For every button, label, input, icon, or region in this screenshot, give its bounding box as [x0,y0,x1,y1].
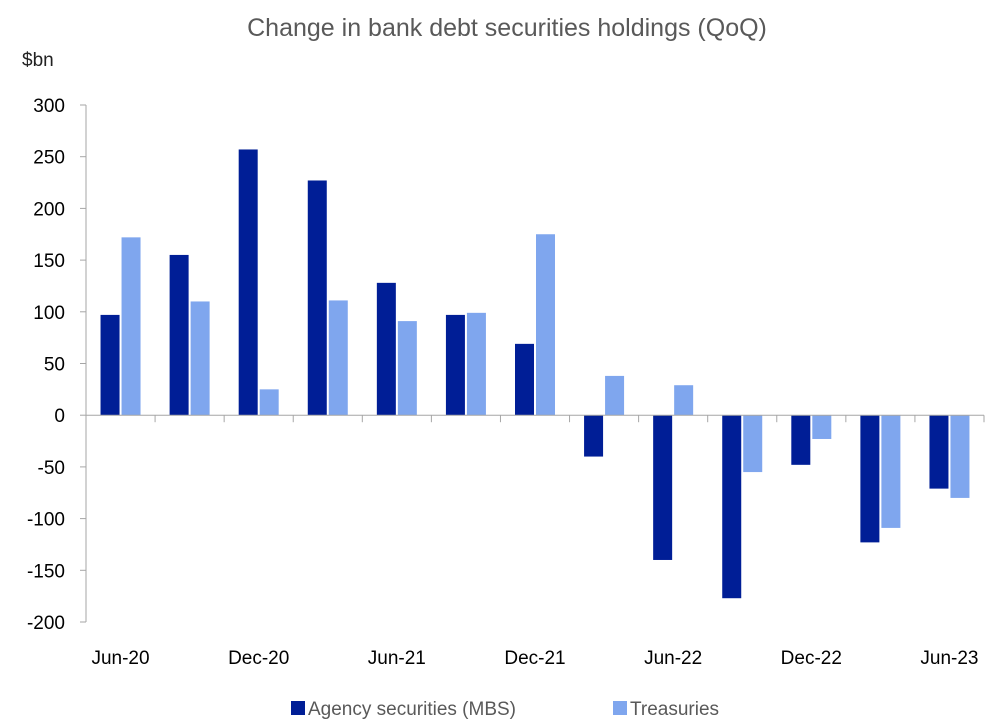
bar-agency-mbs [515,343,534,416]
bar-treasuries [950,415,970,498]
y-tick-label: 50 [44,355,65,376]
y-tick-label: 100 [33,303,65,324]
bar-treasuries [259,389,279,416]
bar-treasuries [812,415,832,439]
bar-treasuries [397,321,417,416]
bar-agency-mbs [445,314,465,416]
bar-agency-mbs [722,415,742,599]
bar-agency-mbs [653,415,673,560]
y-tick-label: 250 [33,148,65,169]
bar-treasuries [536,234,555,416]
bar-treasuries [674,385,694,416]
bar-treasuries [881,415,901,528]
legend-swatch [291,701,305,715]
x-tick-label: Dec-21 [504,648,565,669]
x-tick-label: Jun-21 [368,648,426,669]
y-tick-label: -150 [27,561,65,582]
y-tick-label: 150 [33,251,65,272]
bar-agency-mbs [929,415,949,489]
bar-agency-mbs [169,254,189,416]
bar-agency-mbs [860,415,880,543]
legend: Agency securities (MBS) Treasuries [291,699,719,720]
chart-title: Change in bank debt securities holdings … [247,14,767,42]
x-axis [85,414,985,423]
bar-treasuries [190,301,210,416]
x-tick-label: Jun-20 [91,648,149,669]
bar-agency-mbs [100,314,120,416]
bar-agency-mbs [238,149,258,416]
bar-agency-mbs [791,415,811,465]
bar-treasuries [121,237,141,416]
y-axis: 300 250 200 150 100 50 0 -50 -100 -150 -200 [27,96,87,634]
legend-label: Treasuries [630,699,719,720]
x-tick-label: Dec-20 [228,648,289,669]
bar-treasuries [605,375,625,416]
y-axis-unit-label: $bn [22,50,54,71]
x-tick-label: Dec-22 [781,648,842,669]
legend-label: Agency securities (MBS) [308,699,516,720]
y-tick-label: -200 [27,613,65,634]
bar-treasuries [466,312,486,416]
x-axis-labels: Jun-20 Dec-20 Jun-21 Dec-21 Jun-22 Dec-22 Jun-… [91,648,978,669]
y-tick-label: 200 [33,199,65,220]
bar-treasuries [328,300,348,416]
y-tick-label: 300 [33,96,65,117]
x-tick-label: Jun-23 [920,648,978,669]
bar-treasuries [743,415,763,473]
bars [100,149,970,599]
x-tick-label: Jun-22 [644,648,702,669]
y-tick-label: 0 [54,406,65,427]
y-tick-label: -100 [27,510,65,531]
legend-swatch [613,701,627,715]
bar-agency-mbs [307,180,327,416]
bar-agency-mbs [584,415,604,457]
y-tick-label: -50 [38,458,65,479]
bar-agency-mbs [376,282,396,416]
